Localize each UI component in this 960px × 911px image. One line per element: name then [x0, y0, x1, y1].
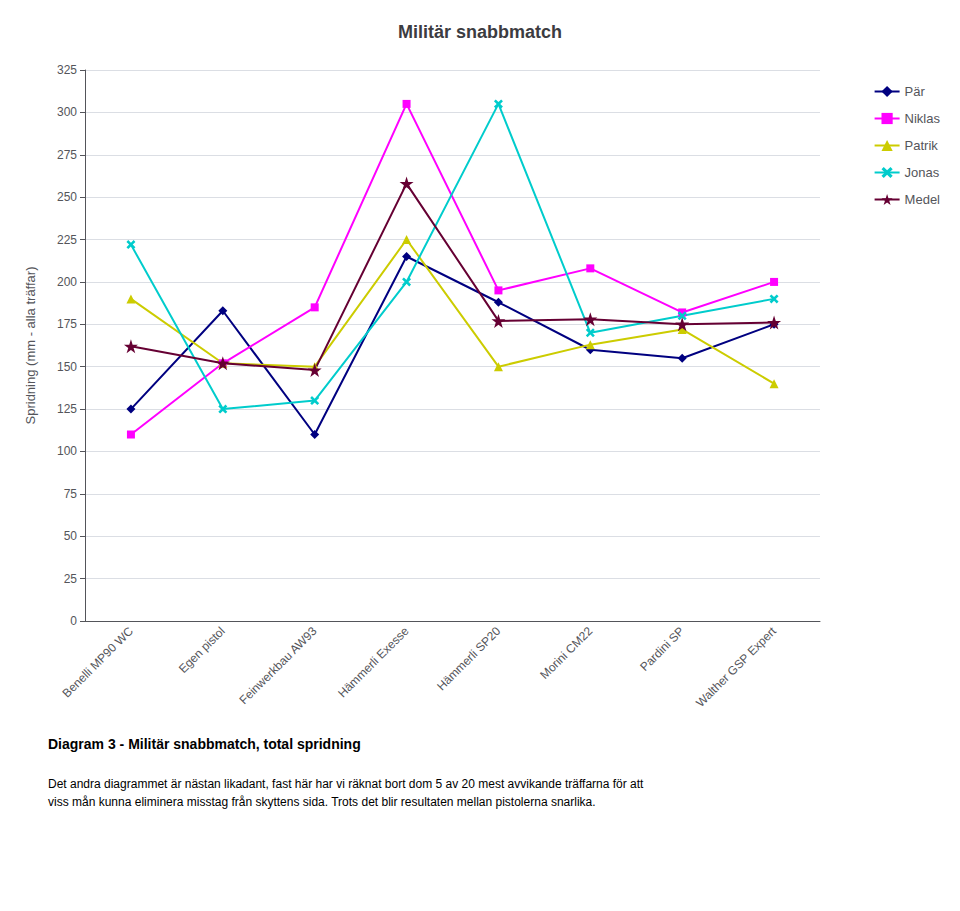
svg-text:0: 0 [70, 614, 77, 628]
svg-text:Pär: Pär [905, 84, 926, 99]
svg-text:250: 250 [57, 190, 77, 204]
svg-text:325: 325 [57, 63, 77, 77]
svg-text:125: 125 [57, 402, 77, 416]
svg-text:Medel: Medel [905, 192, 941, 207]
svg-text:Jonas: Jonas [905, 165, 940, 180]
svg-text:200: 200 [57, 275, 77, 289]
svg-text:Hämmerli Exesse: Hämmerli Exesse [335, 624, 412, 701]
svg-text:Benelli MP90 WC: Benelli MP90 WC [60, 624, 137, 701]
svg-text:Egen pistol: Egen pistol [176, 624, 228, 676]
svg-text:150: 150 [57, 360, 77, 374]
svg-text:Diagram 3 - Militär snabbmatch: Diagram 3 - Militär snabbmatch, total sp… [48, 736, 361, 752]
svg-text:Pardini SP: Pardini SP [637, 624, 687, 674]
svg-text:25: 25 [64, 572, 78, 586]
svg-text:50: 50 [64, 529, 78, 543]
svg-text:Walther GSP Expert: Walther GSP Expert [693, 624, 779, 710]
svg-text:viss mån kunna eliminera misst: viss mån kunna eliminera misstag från sk… [48, 795, 596, 809]
svg-text:Spridning (mm - alla träffar): Spridning (mm - alla träffar) [23, 267, 38, 425]
svg-text:Militär snabbmatch: Militär snabbmatch [398, 22, 562, 42]
svg-text:Morini CM22: Morini CM22 [537, 624, 595, 682]
svg-text:Det andra diagrammet är nästan: Det andra diagrammet är nästan likadant,… [48, 777, 644, 791]
svg-text:75: 75 [64, 487, 78, 501]
svg-text:100: 100 [57, 444, 77, 458]
svg-text:175: 175 [57, 317, 77, 331]
svg-text:Feinwerkbau AW93: Feinwerkbau AW93 [237, 624, 320, 707]
svg-text:225: 225 [57, 233, 77, 247]
svg-text:Niklas: Niklas [905, 111, 941, 126]
svg-text:Hämmerli SP20: Hämmerli SP20 [434, 624, 503, 693]
svg-text:Patrik: Patrik [905, 138, 939, 153]
svg-text:275: 275 [57, 148, 77, 162]
svg-text:300: 300 [57, 105, 77, 119]
